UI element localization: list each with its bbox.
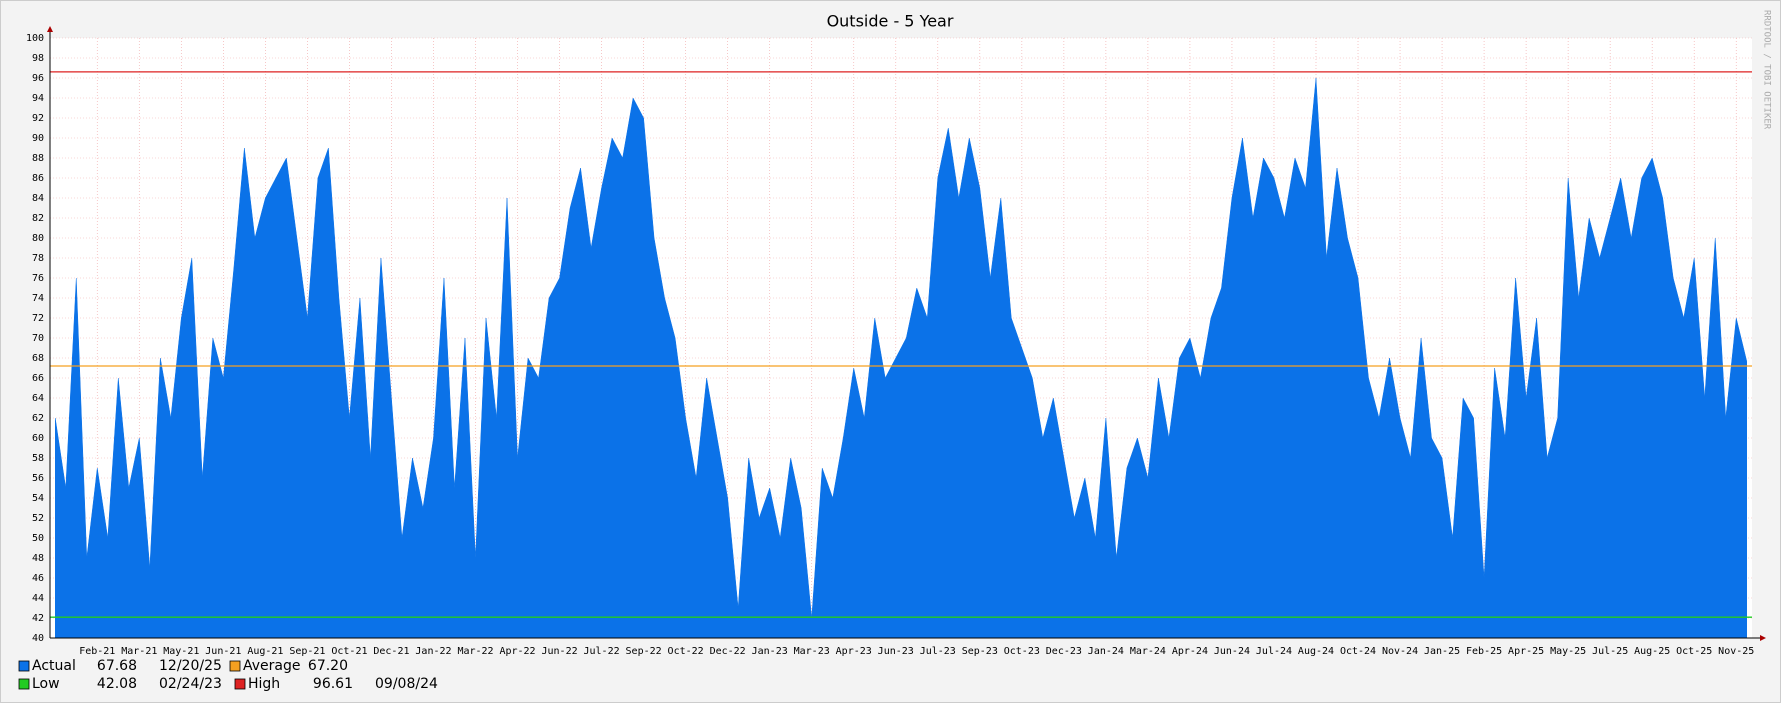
y-tick-label: 72 (32, 313, 44, 324)
y-tick-label: 78 (32, 253, 44, 264)
x-tick-label: Jun-21 (205, 646, 241, 657)
x-tick-label: Jun-22 (541, 646, 577, 657)
area-series (55, 77, 1747, 639)
y-tick-label: 94 (32, 93, 44, 104)
x-tick-label: Feb-21 (79, 646, 115, 657)
y-tick-label: 92 (32, 113, 44, 124)
legend-label: Actual (32, 658, 76, 674)
x-tick-label: Apr-22 (499, 646, 535, 657)
x-tick-label: Sep-21 (289, 646, 325, 657)
x-tick-label: Jan-24 (1088, 646, 1124, 657)
x-tick-label: Oct-24 (1340, 646, 1376, 657)
y-tick-label: 70 (32, 333, 44, 344)
x-tick-label: Feb-25 (1466, 646, 1502, 657)
y-tick-label: 64 (32, 393, 44, 404)
x-tick-label: Apr-23 (836, 646, 872, 657)
x-tick-label: Dec-22 (710, 646, 746, 657)
y-tick-label: 88 (32, 153, 44, 164)
y-tick-label: 100 (26, 33, 44, 44)
x-tick-label: Mar-23 (794, 646, 830, 657)
y-tick-label: 44 (32, 593, 44, 604)
legend-date: 12/20/25 (159, 658, 222, 674)
y-tick-label: 58 (32, 453, 44, 464)
x-tick-label: Sep-23 (962, 646, 998, 657)
y-tick-label: 66 (32, 373, 44, 384)
legend-swatch (18, 678, 30, 690)
chart-title: Outside - 5 Year (827, 12, 954, 31)
x-tick-label: Jan-22 (415, 646, 451, 657)
y-tick-label: 42 (32, 613, 44, 624)
x-tick-label: Jun-24 (1214, 646, 1250, 657)
legend-swatch (18, 660, 30, 672)
y-tick-label: 90 (32, 133, 44, 144)
x-tick-label: Aug-21 (247, 646, 283, 657)
y-tick-label: 56 (32, 473, 44, 484)
legend-value: 67.68 (97, 658, 137, 674)
x-tick-label: Aug-24 (1298, 646, 1334, 657)
x-tick-label: Mar-21 (121, 646, 157, 657)
x-tick-label: Oct-23 (1004, 646, 1040, 657)
legend-date: 09/08/24 (375, 676, 438, 692)
x-tick-label: May-25 (1550, 646, 1586, 657)
y-tick-label: 86 (32, 173, 44, 184)
x-tick-label: Jul-24 (1256, 646, 1292, 657)
x-tick-label: Jan-23 (752, 646, 788, 657)
x-tick-label: Nov-24 (1382, 646, 1418, 657)
x-tick-label: Jul-25 (1592, 646, 1628, 657)
y-tick-label: 62 (32, 413, 44, 424)
x-tick-label: Mar-22 (457, 646, 493, 657)
y-tick-label: 52 (32, 513, 44, 524)
y-tick-label: 98 (32, 53, 44, 64)
y-tick-label: 76 (32, 273, 44, 284)
legend-swatch (229, 660, 241, 672)
y-tick-label: 50 (32, 533, 44, 544)
x-tick-label: Sep-22 (626, 646, 662, 657)
y-tick-label: 54 (32, 493, 44, 504)
y-tick-label: 40 (32, 633, 44, 644)
x-tick-label: Dec-23 (1046, 646, 1082, 657)
x-tick-label: Oct-21 (331, 646, 367, 657)
watermark: RRDTOOL / TOBI OETIKER (1762, 10, 1772, 130)
legend-label: Average (243, 658, 301, 674)
x-tick-label: Jul-22 (584, 646, 620, 657)
x-tick-label: Apr-24 (1172, 646, 1208, 657)
y-tick-label: 60 (32, 433, 44, 444)
legend-value: 42.08 (97, 676, 137, 692)
x-tick-label: May-21 (163, 646, 199, 657)
y-tick-label: 82 (32, 213, 44, 224)
y-tick-label: 46 (32, 573, 44, 584)
x-tick-label: Aug-25 (1634, 646, 1670, 657)
x-tick-label: Apr-25 (1508, 646, 1544, 657)
y-tick-label: 84 (32, 193, 44, 204)
y-tick-label: 68 (32, 353, 44, 364)
legend-swatch (234, 678, 246, 690)
x-tick-label: Jan-25 (1424, 646, 1460, 657)
x-tick-label: Mar-24 (1130, 646, 1166, 657)
x-tick-label: Jun-23 (878, 646, 914, 657)
legend-date: 02/24/23 (159, 676, 222, 692)
x-tick-label: Jul-23 (920, 646, 956, 657)
x-tick-label: Nov-25 (1718, 646, 1754, 657)
x-tick-label: Oct-25 (1676, 646, 1712, 657)
x-tick-label: Oct-22 (668, 646, 704, 657)
legend-value: 96.61 (313, 676, 353, 692)
y-tick-label: 48 (32, 553, 44, 564)
y-tick-label: 80 (32, 233, 44, 244)
legend-value: 67.20 (308, 658, 348, 674)
axis-arrow (47, 26, 53, 32)
y-tick-label: 96 (32, 73, 44, 84)
axis-arrow (1760, 635, 1766, 641)
x-tick-label: Dec-21 (373, 646, 409, 657)
legend-label: High (248, 676, 280, 692)
y-tick-label: 74 (32, 293, 44, 304)
legend-label: Low (32, 676, 60, 692)
